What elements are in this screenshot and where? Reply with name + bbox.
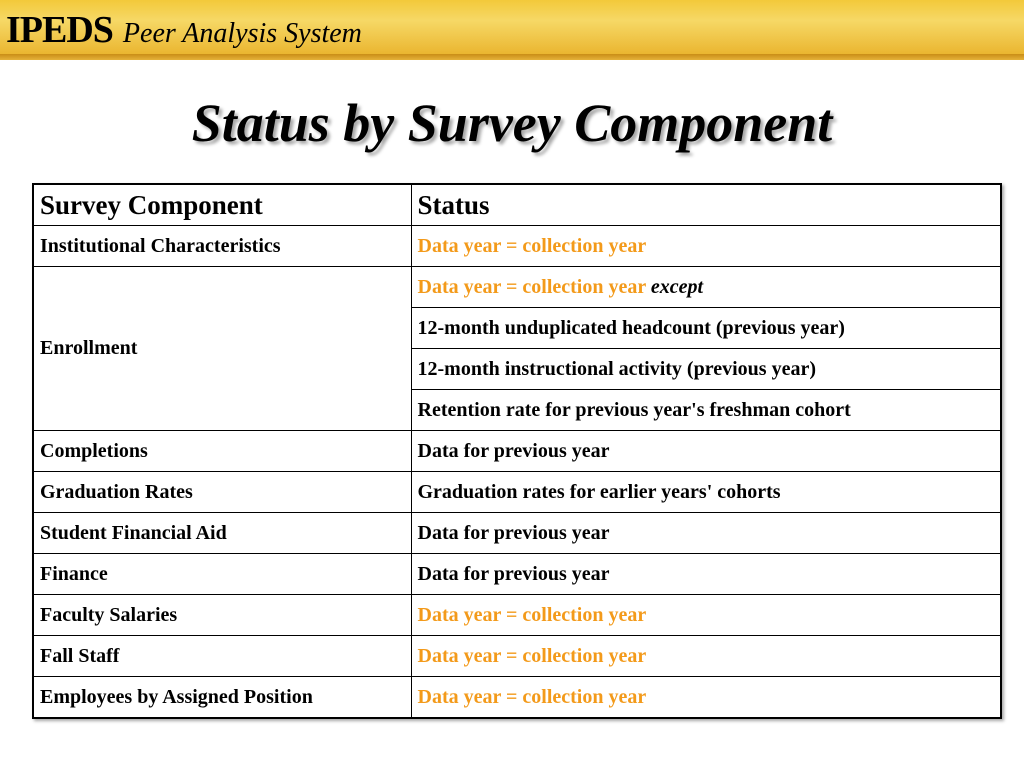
brand-main-text: IPEDS [6,9,114,51]
component-cell: Faculty Salaries [32,594,412,636]
brand-logo: IPEDS Peer Analysis System [6,8,362,52]
table-row: 12-month unduplicated headcount (previou… [33,307,1002,349]
status-suffix: except [650,275,704,298]
status-cell: Graduation rates for earlier years' coho… [410,471,1002,513]
table-row: Institutional Characteristics Data year … [32,225,1002,267]
component-cell: Employees by Assigned Position [32,676,412,719]
status-cell: 12-month instructional activity (previou… [410,348,1002,390]
table-row: Faculty Salaries Data year = collection … [32,594,1002,636]
brand-sub-text: Peer Analysis System [122,18,362,49]
table-row: Completions Data for previous year [32,430,1002,472]
status-cell: Data year = collection year [410,594,1002,636]
status-cell: Data year = collection year except [410,266,1002,308]
status-table: Survey Component Status Institutional Ch… [32,183,1002,719]
component-cell: Finance [32,553,412,595]
component-cell: Fall Staff [32,635,412,677]
component-cell: Enrollment [32,266,412,431]
component-cell: Institutional Characteristics [32,225,412,267]
component-cell: Graduation Rates [32,471,412,513]
table-row: Employees by Assigned Position Data year… [32,676,1002,719]
table-row: Graduation Rates Graduation rates for ea… [32,471,1002,513]
component-cell: Student Financial Aid [32,512,412,554]
table-row: Enrollment Data year = collection year e… [32,266,1002,431]
status-text: Data year = collection year [417,275,646,298]
status-cell: Data for previous year [410,430,1002,472]
status-cell: Data for previous year [410,553,1002,595]
table-header-row: Survey Component Status [32,183,1002,226]
table-row: Fall Staff Data year = collection year [32,635,1002,677]
status-cell: Data for previous year [410,512,1002,554]
status-cell: Data year = collection year [410,635,1002,677]
status-cell: Data year = collection year [410,225,1002,267]
status-cell: 12-month unduplicated headcount (previou… [410,307,1002,349]
column-header-component: Survey Component [32,183,412,226]
table-row: Retention rate for previous year's fresh… [33,389,1002,431]
header-banner-rule [0,54,1024,60]
table-row: Student Financial Aid Data for previous … [32,512,1002,554]
component-cell: Completions [32,430,412,472]
column-header-status: Status [410,183,1002,226]
slide-title: Status by Survey Component [191,93,833,153]
status-cell: Data year = collection year [410,676,1002,719]
status-cell: Retention rate for previous year's fresh… [410,389,1002,431]
table-row: Finance Data for previous year [32,553,1002,595]
header-banner [0,0,1024,58]
